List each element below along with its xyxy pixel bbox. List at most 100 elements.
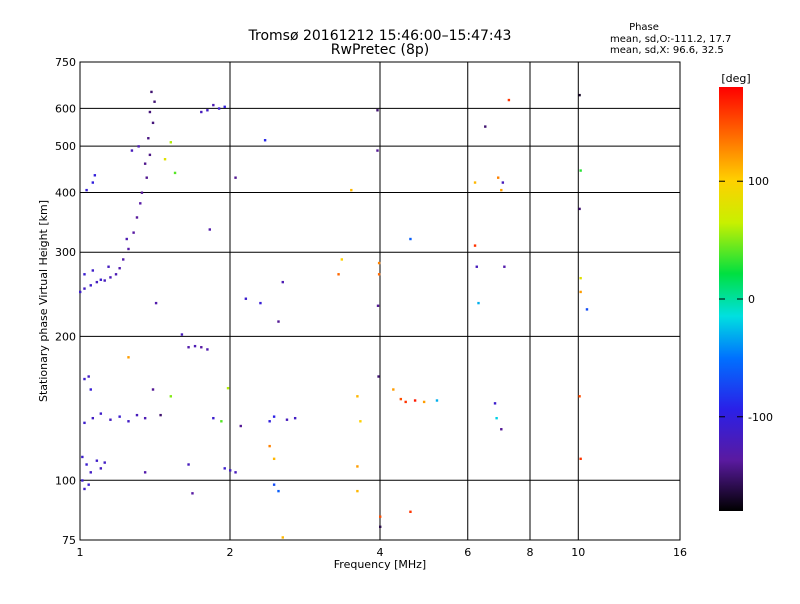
data-point bbox=[187, 346, 190, 349]
data-point bbox=[143, 471, 147, 474]
data-point bbox=[180, 333, 184, 336]
data-point bbox=[579, 169, 582, 172]
data-point bbox=[173, 171, 177, 175]
data-point bbox=[277, 489, 280, 493]
data-point bbox=[206, 109, 209, 112]
data-point bbox=[399, 397, 403, 401]
data-point bbox=[212, 103, 215, 107]
data-point bbox=[293, 416, 297, 420]
data-point bbox=[220, 420, 223, 423]
data-point bbox=[147, 137, 150, 140]
data-point bbox=[85, 463, 88, 466]
data-point bbox=[578, 207, 581, 211]
data-point bbox=[151, 121, 155, 125]
data-point bbox=[153, 100, 156, 103]
data-point bbox=[376, 109, 379, 112]
x-tick-label: 8 bbox=[527, 546, 534, 559]
data-point bbox=[135, 413, 139, 417]
data-point bbox=[392, 388, 395, 391]
data-point bbox=[99, 412, 103, 415]
data-point bbox=[139, 202, 142, 205]
data-point bbox=[272, 483, 276, 486]
data-point bbox=[127, 356, 130, 359]
data-point bbox=[83, 287, 86, 290]
data-point bbox=[127, 247, 130, 251]
phase-stats-x: mean, sd,X: 96.6, 32.5 bbox=[610, 45, 724, 56]
y-tick-label: 600 bbox=[55, 102, 76, 115]
colorbar-label: [deg] bbox=[721, 72, 750, 85]
data-point bbox=[193, 344, 197, 348]
data-point bbox=[200, 110, 203, 114]
data-point bbox=[377, 273, 381, 276]
data-point bbox=[118, 267, 121, 270]
data-point bbox=[409, 237, 412, 241]
data-point bbox=[379, 515, 382, 518]
data-point bbox=[272, 415, 276, 418]
data-point bbox=[285, 418, 289, 421]
data-point bbox=[145, 176, 148, 179]
data-point bbox=[103, 279, 106, 282]
data-point bbox=[578, 395, 581, 398]
data-point bbox=[99, 467, 103, 470]
y-tick-label: 750 bbox=[55, 56, 76, 69]
data-point bbox=[585, 308, 589, 311]
data-point bbox=[239, 424, 242, 428]
data-point bbox=[404, 400, 407, 404]
data-point bbox=[356, 489, 359, 493]
chart-title-line1: Tromsø 20161212 15:46:00–15:47:43 bbox=[248, 28, 512, 44]
data-point bbox=[579, 290, 582, 294]
data-point bbox=[475, 265, 478, 268]
data-point bbox=[422, 400, 426, 404]
data-point bbox=[484, 125, 487, 128]
data-point bbox=[281, 280, 284, 284]
data-point bbox=[268, 420, 271, 423]
data-point bbox=[154, 301, 158, 305]
data-point bbox=[135, 216, 139, 219]
data-point bbox=[493, 402, 497, 405]
data-point bbox=[99, 278, 103, 281]
data-point bbox=[281, 536, 284, 539]
data-point bbox=[376, 304, 380, 307]
data-point bbox=[356, 465, 359, 468]
data-point bbox=[435, 399, 439, 402]
data-point bbox=[93, 174, 97, 177]
data-point bbox=[91, 181, 95, 184]
data-point bbox=[95, 459, 99, 462]
data-point bbox=[118, 415, 121, 418]
data-point bbox=[137, 145, 140, 148]
data-point bbox=[143, 416, 147, 420]
data-point bbox=[125, 237, 128, 241]
data-point bbox=[579, 276, 582, 280]
data-point bbox=[169, 141, 173, 144]
y-tick-label: 300 bbox=[55, 246, 76, 259]
y-tick-label: 400 bbox=[55, 186, 76, 199]
x-tick-label: 6 bbox=[464, 546, 471, 559]
data-point bbox=[244, 297, 248, 300]
data-points bbox=[79, 90, 589, 539]
x-tick-label: 4 bbox=[377, 546, 384, 559]
data-point bbox=[359, 420, 362, 423]
data-point bbox=[377, 261, 381, 265]
data-point bbox=[163, 158, 167, 161]
phase-stats-label: Phase bbox=[629, 22, 659, 33]
data-point bbox=[83, 421, 86, 425]
data-point bbox=[337, 273, 340, 276]
data-point bbox=[500, 188, 503, 192]
data-point bbox=[350, 188, 353, 192]
data-point bbox=[81, 479, 84, 482]
data-point bbox=[89, 388, 92, 391]
data-point bbox=[103, 461, 106, 464]
y-tick-label: 500 bbox=[55, 140, 76, 153]
chart-title-line2: RwPretec (8p) bbox=[331, 42, 429, 58]
data-point bbox=[109, 418, 112, 421]
data-point bbox=[473, 244, 477, 247]
data-point bbox=[217, 107, 221, 110]
y-tick-label: 75 bbox=[62, 534, 76, 547]
data-point bbox=[159, 413, 162, 417]
data-point bbox=[223, 105, 226, 109]
x-axis-label: Frequency [MHz] bbox=[334, 558, 426, 571]
phase-stats-o: mean, sd,O:-111.2, 17.7 bbox=[610, 34, 731, 45]
data-point bbox=[377, 375, 380, 378]
data-point bbox=[151, 388, 155, 391]
